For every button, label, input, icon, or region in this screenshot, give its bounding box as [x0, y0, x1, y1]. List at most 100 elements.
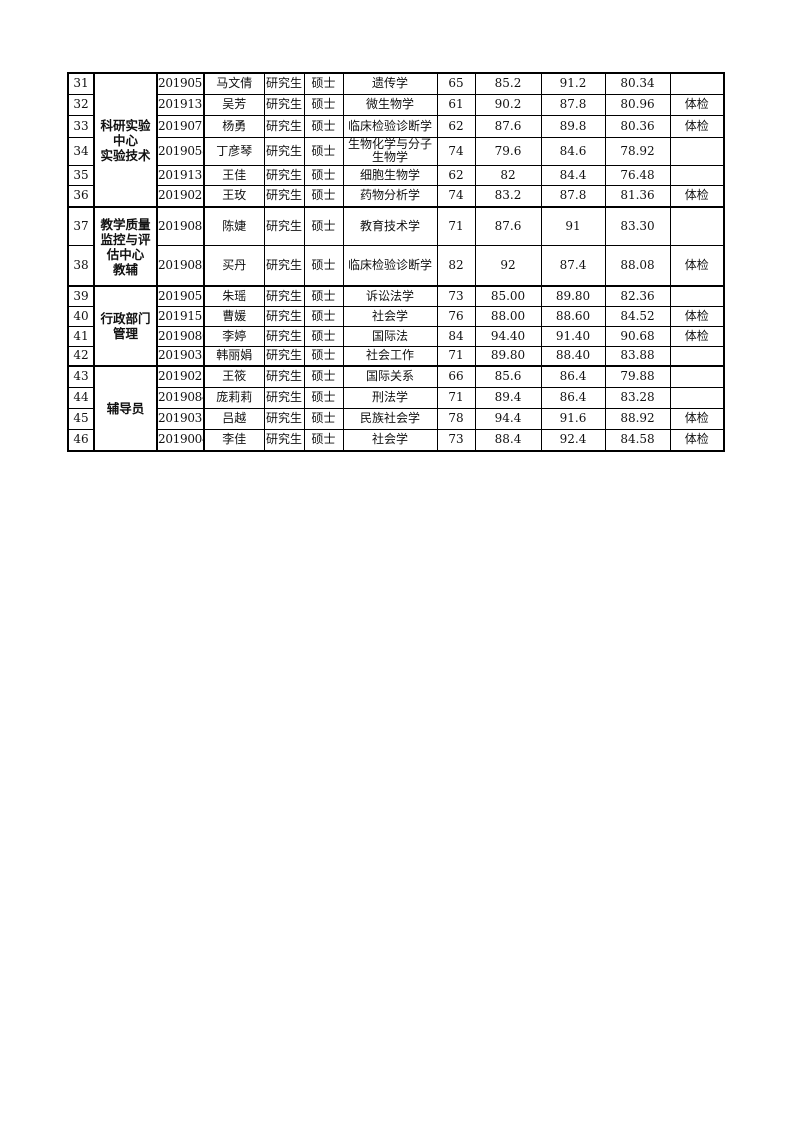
major: 临床检验诊断学 [342, 114, 438, 138]
written-score: 78 [436, 407, 476, 430]
score-2: 85.6 [474, 365, 542, 388]
degree: 硕士 [303, 72, 344, 95]
remark [669, 386, 725, 409]
score-2: 87.6 [474, 114, 542, 138]
education-level: 研究生 [263, 345, 305, 367]
row-number: 46 [67, 428, 95, 452]
score-2: 90.2 [474, 93, 542, 116]
applicant-name: 丁彦琴 [203, 136, 265, 166]
row-number: 36 [67, 184, 95, 208]
remark [669, 164, 725, 186]
total-score: 83.28 [604, 386, 671, 409]
remark: 体检 [669, 244, 725, 287]
row-number: 38 [67, 244, 95, 287]
total-score: 80.96 [604, 93, 671, 116]
education-level: 研究生 [263, 325, 305, 347]
degree: 硕士 [303, 345, 344, 367]
remark [669, 345, 725, 367]
remark [669, 285, 725, 307]
applicant-name: 王筱 [203, 365, 265, 388]
row-number: 44 [67, 386, 95, 409]
degree: 硕士 [303, 285, 344, 307]
major: 社会工作 [342, 345, 438, 367]
remark [669, 72, 725, 95]
total-score: 80.34 [604, 72, 671, 95]
table-row: 43辅导员2019021王筱研究生硕士国际关系6685.686.479.88 [67, 365, 725, 452]
degree: 硕士 [303, 305, 344, 327]
row-number: 37 [67, 206, 95, 246]
total-score: 78.92 [604, 136, 671, 166]
major: 刑法学 [342, 386, 438, 409]
education-level: 研究生 [263, 93, 305, 116]
education-level: 研究生 [263, 206, 305, 246]
score-2: 92 [474, 244, 542, 287]
table-row: 37教学质量监控与评估中心教辅2019085陈婕研究生硕士教育技术学7187.6… [67, 206, 725, 287]
written-score: 74 [436, 184, 476, 208]
row-number: 32 [67, 93, 95, 116]
applicant-id: 2019086 [156, 325, 205, 347]
remark [669, 365, 725, 388]
applicant-id: 2019033 [156, 345, 205, 367]
applicant-name: 朱瑶 [203, 285, 265, 307]
applicant-name: 李佳 [203, 428, 265, 452]
education-level: 研究生 [263, 184, 305, 208]
applicant-name: 曹媛 [203, 305, 265, 327]
degree: 硕士 [303, 365, 344, 388]
degree: 硕士 [303, 164, 344, 186]
major: 生物化学与分子生物学 [342, 136, 438, 166]
major: 药物分析学 [342, 184, 438, 208]
score-3: 91.40 [540, 325, 606, 347]
score-2: 89.4 [474, 386, 542, 409]
remark [669, 136, 725, 166]
applicant-id: 2019057 [156, 72, 205, 95]
degree: 硕士 [303, 428, 344, 452]
written-score: 65 [436, 72, 476, 95]
applicant-name: 李婷 [203, 325, 265, 347]
written-score: 82 [436, 244, 476, 287]
applicant-name: 王玫 [203, 184, 265, 208]
applicant-name: 陈婕 [203, 206, 265, 246]
written-score: 66 [436, 365, 476, 388]
applicant-id: 2019151 [156, 305, 205, 327]
applicant-id: 2019135 [156, 164, 205, 186]
education-level: 研究生 [263, 72, 305, 95]
degree: 硕士 [303, 407, 344, 430]
applicant-name: 王佳 [203, 164, 265, 186]
score-2: 85.2 [474, 72, 542, 95]
table-body: 31科研实验中心实验技术2019057马文倩研究生硕士遗传学6585.291.2… [67, 72, 725, 452]
applicant-id: 2019082 [156, 244, 205, 287]
degree: 硕士 [303, 206, 344, 246]
education-level: 研究生 [263, 407, 305, 430]
score-3: 89.80 [540, 285, 606, 307]
education-level: 研究生 [263, 244, 305, 287]
position-group: 教学质量 监控与评 估中心 教辅 [93, 206, 158, 287]
remark: 体检 [669, 305, 725, 327]
major: 民族社会学 [342, 407, 438, 430]
table-row: 31科研实验中心实验技术2019057马文倩研究生硕士遗传学6585.291.2… [67, 72, 725, 208]
score-3: 86.4 [540, 365, 606, 388]
applicant-name: 庞莉莉 [203, 386, 265, 409]
written-score: 62 [436, 114, 476, 138]
row-number: 40 [67, 305, 95, 327]
written-score: 71 [436, 206, 476, 246]
applicant-id: 2019037 [156, 407, 205, 430]
written-score: 74 [436, 136, 476, 166]
applicant-name: 吕越 [203, 407, 265, 430]
remark: 体检 [669, 407, 725, 430]
major: 临床检验诊断学 [342, 244, 438, 287]
degree: 硕士 [303, 184, 344, 208]
total-score: 83.88 [604, 345, 671, 367]
written-score: 84 [436, 325, 476, 347]
score-3: 84.4 [540, 164, 606, 186]
total-score: 83.30 [604, 206, 671, 246]
remark: 体检 [669, 428, 725, 452]
written-score: 62 [436, 164, 476, 186]
total-score: 84.52 [604, 305, 671, 327]
major: 教育技术学 [342, 206, 438, 246]
total-score: 88.08 [604, 244, 671, 287]
table-row: 35 2019135王佳研究生硕士细胞生物学628284.476.48 [67, 164, 725, 186]
score-3: 89.8 [540, 114, 606, 138]
